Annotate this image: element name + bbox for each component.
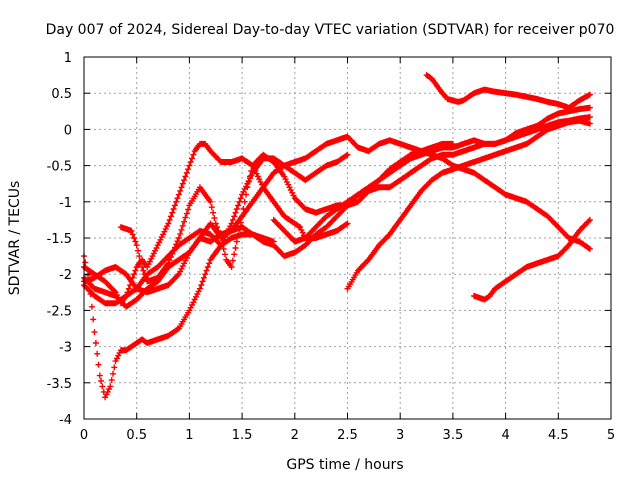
y-tick-label: -1 [59,196,72,211]
x-tick-label: 5 [607,428,615,443]
series-group [81,72,593,401]
y-tick-label: -2.5 [47,304,72,319]
grid [84,57,611,419]
y-tick-label: -4 [59,413,72,428]
x-tick-label: 2.5 [337,428,358,443]
x-axis-label: GPS time / hours [286,457,403,473]
y-tick-label: -1.5 [47,232,72,247]
x-tick-label: 4 [501,428,509,443]
y-axis-ticks: 1 0.5 0 -0.5 -1 -1.5 -2 -2.5 -3 -3.5 -4 [47,51,611,428]
series-s10 [471,216,593,303]
y-tick-label: -0.5 [47,160,72,175]
series-s8 [344,117,593,292]
x-tick-label: 3 [396,428,404,443]
y-tick-label: -3 [59,341,72,356]
x-tick-label: 1.5 [232,428,253,443]
y-tick-label: -3.5 [47,377,72,392]
x-tick-label: 1 [185,428,193,443]
x-tick-label: 0.5 [126,428,147,443]
y-tick-label: 1 [64,51,72,66]
y-tick-label: 0.5 [51,87,72,102]
x-tick-label: 2 [291,428,299,443]
y-tick-label: -2 [59,268,72,283]
x-tick-label: 4.5 [548,428,569,443]
series-s7 [270,104,593,245]
series-s9 [423,72,593,111]
y-tick-label: 0 [64,123,72,138]
x-axis-ticks: 0 0.5 1 1.5 2 2.5 3 3.5 4 4.5 5 [80,57,615,443]
x-tick-label: 3.5 [443,428,464,443]
x-tick-label: 0 [80,428,88,443]
y-axis-label: SDTVAR / TECUs [7,181,23,296]
chart-title: Day 007 of 2024, Sidereal Day-to-day VTE… [46,22,615,38]
